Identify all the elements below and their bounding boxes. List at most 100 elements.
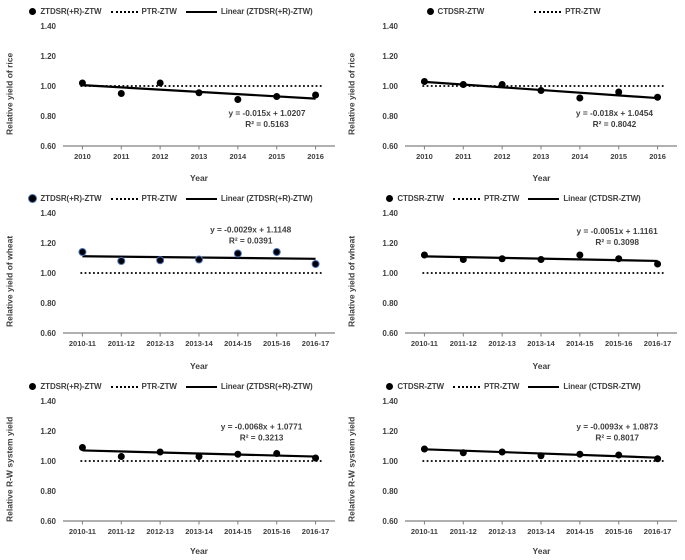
legend-item: ZTDSR(+R)-ZTW: [29, 7, 102, 16]
x-tick-label: 2015-16: [605, 339, 633, 348]
x-tick-label: 2015-16: [263, 527, 291, 536]
x-tick-label: 2013-14: [527, 527, 555, 536]
y-axis-title: Relative yield of wheat: [4, 235, 15, 327]
plot-area: 1.40 1.20 1.00 0.80 0.60 2010-11 2011-12 2012-1…: [40, 209, 335, 348]
legend-item: ZTDSR(+R)-ZTW: [29, 382, 102, 391]
legend: CTDSR-ZTW PTR-ZTW: [342, 0, 685, 19]
trend-equation-label: y = -0.018x + 1.0454: [576, 108, 653, 118]
legend: CTDSR-ZTW PTR-ZTW Linear (CTDSR-ZTW): [342, 187, 685, 206]
x-tick-label: 2013-14: [185, 339, 213, 348]
plot-area: 1.40 1.20 1.00 0.80 0.60 2010-11 2011-12 2012-1…: [40, 397, 335, 536]
y-tick-label: 1.00: [382, 82, 398, 91]
r-squared-label: R² = 0.3213: [240, 433, 284, 443]
x-tick-label: 2011-12: [450, 339, 477, 348]
legend-item: PTR-ZTW: [110, 194, 177, 203]
y-tick-label: 1.40: [382, 22, 398, 31]
y-tick-label: 0.80: [40, 112, 56, 121]
legend-item: PTR-ZTW: [110, 382, 177, 391]
x-tick-label: 2011: [113, 152, 129, 161]
data-point: [117, 90, 125, 97]
data-point: [615, 451, 623, 459]
x-tick-label: 2010: [74, 152, 91, 161]
x-tick-label: 2012-13: [488, 527, 516, 536]
x-tick-label: 2016-17: [302, 527, 330, 536]
legend-dot-marker-icon: [426, 8, 434, 15]
data-point: [459, 81, 467, 88]
data-point: [312, 91, 320, 99]
x-tick-label: 2011-12: [450, 527, 477, 536]
data-point: [498, 448, 506, 456]
legend-item: PTR-ZTW: [110, 7, 177, 16]
x-tick-label: 2012-13: [488, 339, 516, 348]
x-tick-label: 2014-15: [566, 339, 594, 348]
x-tick-label: 2010-11: [69, 339, 96, 348]
x-tick-label: 2010-11: [411, 527, 438, 536]
legend-dotted-line-icon: [110, 197, 138, 200]
legend-dotted-line-icon: [453, 197, 481, 200]
x-tick-label: 2011: [455, 152, 471, 161]
legend-label: PTR-ZTW: [141, 194, 177, 203]
x-tick-label: 2013: [533, 152, 550, 161]
data-point: [654, 260, 662, 268]
x-tick-label: 2015-16: [605, 527, 633, 536]
y-tick-label: 1.40: [40, 209, 56, 218]
legend-label: Linear (CTDSR-ZTW): [563, 382, 641, 391]
r-squared-label: R² = 0.8042: [593, 119, 637, 129]
y-tick-label: 1.20: [382, 239, 398, 248]
legend-solid-line-icon: [185, 385, 217, 388]
data-point: [195, 89, 203, 97]
data-point: [78, 444, 86, 451]
x-tick-label: 2013: [191, 152, 208, 161]
legend-label: Linear (CTDSR-ZTW): [563, 194, 641, 203]
data-point: [273, 450, 281, 457]
y-tick-label: 0.80: [382, 299, 398, 308]
legend-dot-marker-icon: [29, 8, 37, 15]
legend-item: Linear (ZTDSR(+R)-ZTW): [185, 7, 313, 16]
y-tick-label: 0.60: [382, 517, 398, 526]
legend-dotted-line-icon: [110, 10, 138, 13]
x-tick-label: 2014-15: [224, 527, 252, 536]
y-tick-label: 1.20: [40, 427, 56, 436]
chart-body: Relative yield of rice 1.40 1.20 1.00 0.80 0…: [0, 19, 342, 173]
legend-label: CTDSR-ZTW: [397, 194, 445, 203]
y-tick-label: 1.20: [382, 427, 398, 436]
y-tick-label: 1.20: [40, 52, 56, 61]
x-tick-label: 2016-17: [644, 527, 672, 536]
x-tick-label: 2014: [572, 152, 590, 161]
legend-item: CTDSR-ZTW: [386, 382, 444, 391]
y-tick-label: 0.60: [40, 329, 56, 338]
data-point: [311, 260, 320, 268]
data-point: [117, 257, 126, 265]
chart-wheat-ztdsr: ZTDSR(+R)-ZTW PTR-ZTW Linear (ZTDSR(+R)-ZT…: [0, 187, 342, 375]
legend-label: PTR-ZTW: [141, 382, 177, 391]
data-point: [312, 454, 320, 462]
x-axis-title: Year: [190, 546, 208, 556]
y-axis-title: Relative yield of wheat: [346, 235, 357, 327]
x-tick-label: 2016: [307, 152, 324, 161]
trend-equation-label: y = -0.0051x + 1.1161: [577, 226, 659, 236]
y-tick-label: 1.00: [40, 457, 56, 466]
legend-item: Linear (ZTDSR(+R)-ZTW): [185, 194, 313, 203]
y-tick-label: 1.40: [382, 397, 398, 406]
r-squared-label: R² = 0.8017: [595, 433, 639, 443]
data-point: [615, 255, 623, 263]
x-tick-label: 2016-17: [302, 339, 330, 348]
legend-label: PTR-ZTW: [565, 7, 601, 16]
x-tick-label: 2012-13: [146, 527, 174, 536]
x-tick-label: 2015-16: [263, 339, 291, 348]
y-axis-title: Relative yield of rice: [4, 52, 15, 136]
chart-system-ztdsr: ZTDSR(+R)-ZTW PTR-ZTW Linear (ZTDSR(+R)-ZT…: [0, 375, 342, 560]
plot-area: 1.40 1.20 1.00 0.80 0.60 2010 2011 2012 2013 2014…: [382, 22, 677, 161]
y-tick-label: 1.00: [382, 269, 398, 278]
x-axis-title: Year: [532, 361, 551, 371]
legend-label: Linear (ZTDSR(+R)-ZTW): [220, 194, 313, 203]
chart-body: Relative yield of wheat 1.40 1.20 1.00 0.80…: [0, 206, 342, 361]
legend-dot-marker-icon: [386, 383, 394, 390]
data-point: [273, 93, 281, 100]
x-tick-label: 2010-11: [69, 527, 96, 536]
x-axis-title: Year: [532, 173, 551, 183]
data-point: [156, 79, 164, 87]
legend-label: ZTDSR(+R)-ZTW: [40, 382, 102, 391]
data-point: [654, 455, 662, 463]
